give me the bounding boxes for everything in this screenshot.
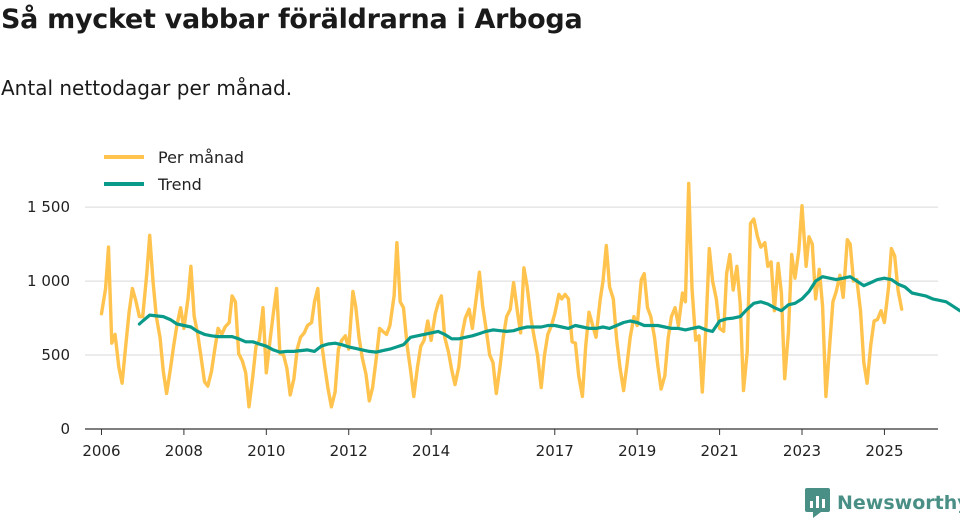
x-tick-label-9: 2025	[865, 442, 903, 460]
gridlines	[85, 206, 938, 356]
newsworthy-logo-icon	[805, 488, 830, 518]
x-tick-label-1: 2008	[165, 442, 203, 460]
y-tick-label-3: 1 500	[27, 198, 70, 216]
chart-subtitle: Antal nettodagar per månad.	[1, 76, 293, 100]
x-tick-label-0: 2006	[82, 442, 120, 460]
y-tick-label-1: 500	[41, 346, 70, 364]
legend-label-trend: Trend	[157, 175, 202, 194]
brand-name: Newsworthy	[837, 492, 960, 514]
axes: 0 500 1 000 1 500 2006 2008 2010 2012 2014 2017 20…	[27, 198, 938, 460]
x-tick-label-6: 2019	[618, 442, 656, 460]
x-tick-label-7: 2021	[701, 442, 739, 460]
x-tick-label-5: 2017	[536, 442, 574, 460]
trend-series-line	[137, 275, 960, 354]
legend-label-per-manad: Per månad	[158, 148, 244, 167]
x-tick-label-3: 2012	[330, 442, 368, 460]
chart-title: Så mycket vabbar föräldrarna i Arboga	[1, 4, 583, 35]
x-tick-label-8: 2023	[783, 442, 821, 460]
x-tick-label-2: 2010	[247, 442, 285, 460]
monthly-series-line	[99, 181, 904, 409]
legend: Per månad Trend	[100, 143, 262, 197]
y-tick-label-2: 1 000	[27, 272, 70, 290]
legend-background	[100, 143, 262, 197]
x-tick-label-4: 2014	[412, 442, 450, 460]
newsworthy-brand: Newsworthy	[805, 488, 960, 518]
series-layer	[99, 181, 960, 409]
y-tick-label-0: 0	[60, 420, 70, 438]
